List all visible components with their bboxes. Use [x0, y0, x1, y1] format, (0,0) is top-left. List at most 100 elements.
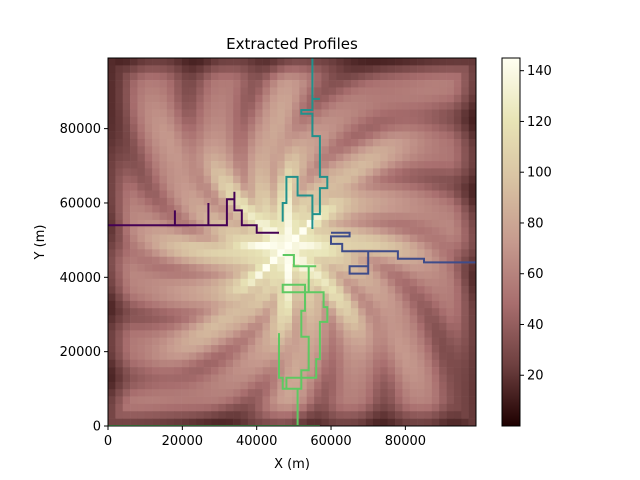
heatmap-cell — [115, 227, 124, 235]
heatmap-cell — [343, 374, 352, 383]
heatmap-cell — [395, 396, 403, 405]
heatmap-cell — [211, 278, 219, 287]
heatmap-cell — [321, 234, 330, 243]
heatmap-cell — [211, 234, 219, 243]
heatmap-cell — [137, 330, 146, 338]
heatmap-cell — [166, 102, 175, 110]
heatmap-cell — [468, 72, 476, 81]
heatmap-cell — [336, 249, 344, 258]
heatmap-cell — [439, 271, 447, 280]
heatmap-cell — [211, 293, 219, 302]
heatmap-cell — [144, 345, 153, 353]
heatmap-cell — [372, 322, 381, 331]
heatmap-cell — [336, 337, 344, 346]
heatmap-cell — [269, 175, 278, 184]
heatmap-cell — [358, 374, 366, 383]
heatmap-cell — [387, 411, 396, 419]
heatmap-cell — [380, 219, 388, 228]
heatmap-cell — [395, 330, 403, 338]
heatmap-cell — [387, 124, 396, 132]
heatmap-cell — [321, 374, 330, 383]
heatmap-cell — [409, 352, 418, 361]
heatmap-cell — [122, 381, 131, 390]
heatmap-cell — [181, 337, 190, 346]
heatmap-cell — [196, 337, 204, 346]
heatmap-cell — [225, 293, 234, 302]
heatmap-cell — [108, 87, 116, 96]
heatmap-cell — [343, 381, 352, 390]
y-tick-label: 80000 — [60, 122, 101, 137]
heatmap-cell — [203, 234, 212, 243]
heatmap-cell — [108, 337, 116, 346]
heatmap-cell — [152, 308, 160, 316]
heatmap-cell — [218, 168, 227, 177]
heatmap-cell — [159, 367, 168, 375]
heatmap-cell — [284, 345, 293, 353]
heatmap-cell — [240, 322, 249, 331]
heatmap-cell — [159, 345, 168, 353]
heatmap-cell — [130, 124, 138, 132]
heatmap-cell — [269, 330, 278, 338]
heatmap-cell — [350, 94, 359, 103]
heatmap-cell — [417, 396, 425, 405]
heatmap-cell — [122, 278, 131, 287]
heatmap-cell — [144, 205, 153, 213]
heatmap-cell — [328, 146, 337, 154]
heatmap-cell — [306, 345, 315, 353]
heatmap-cell — [122, 271, 131, 280]
heatmap-cell — [314, 102, 322, 110]
heatmap-cell — [365, 146, 374, 154]
heatmap-cell — [218, 264, 227, 272]
heatmap-cell — [350, 131, 359, 140]
heatmap-cell — [277, 345, 285, 353]
heatmap-cell — [453, 322, 462, 331]
profile-line-3 — [281, 58, 329, 229]
heatmap-cell — [247, 418, 256, 426]
heatmap-cell — [130, 175, 138, 184]
profile-line-1 — [108, 191, 279, 234]
heatmap-cell — [196, 374, 204, 383]
heatmap-cell — [387, 146, 396, 154]
heatmap-cell — [247, 94, 256, 103]
heatmap-cell — [233, 352, 241, 361]
heatmap-cell — [461, 87, 469, 96]
heatmap-cell — [372, 65, 381, 74]
heatmap-cell — [181, 264, 190, 272]
heatmap-cell — [159, 102, 168, 110]
heatmap-cell — [372, 80, 381, 88]
heatmap-cell — [188, 131, 197, 140]
heatmap-cell — [203, 359, 212, 368]
heatmap-cell — [122, 330, 131, 338]
heatmap-cell — [417, 116, 425, 125]
heatmap-cell — [336, 109, 344, 118]
heatmap-cell — [453, 256, 462, 265]
heatmap-cell — [328, 175, 337, 184]
heatmap-cell — [181, 300, 190, 309]
heatmap-cell — [461, 389, 469, 397]
heatmap-cell — [395, 234, 403, 243]
heatmap-cell — [365, 256, 374, 265]
heatmap-cell — [203, 227, 212, 235]
heatmap-cell — [461, 109, 469, 118]
heatmap-cell — [188, 242, 197, 250]
heatmap-cell — [343, 116, 352, 125]
heatmap-cell — [468, 396, 476, 405]
heatmap-cell — [453, 146, 462, 154]
heatmap-cell — [453, 161, 462, 169]
heatmap-cell — [240, 293, 249, 302]
heatmap-cell — [203, 389, 212, 397]
heatmap-cell — [225, 374, 234, 383]
heatmap-cell — [284, 212, 293, 221]
heatmap-cell — [137, 161, 146, 169]
heatmap-cell — [299, 322, 308, 331]
heatmap-cell — [358, 197, 366, 206]
heatmap-cell — [137, 72, 146, 81]
heatmap-cell — [144, 72, 153, 81]
heatmap-cell — [122, 403, 131, 412]
colorbar-tick-label: 140 — [527, 64, 552, 79]
heatmap-cell — [233, 242, 241, 250]
heatmap-cell — [137, 219, 146, 228]
heatmap-cell — [387, 315, 396, 324]
heatmap-cell — [336, 138, 344, 147]
heatmap-cell — [292, 161, 300, 169]
